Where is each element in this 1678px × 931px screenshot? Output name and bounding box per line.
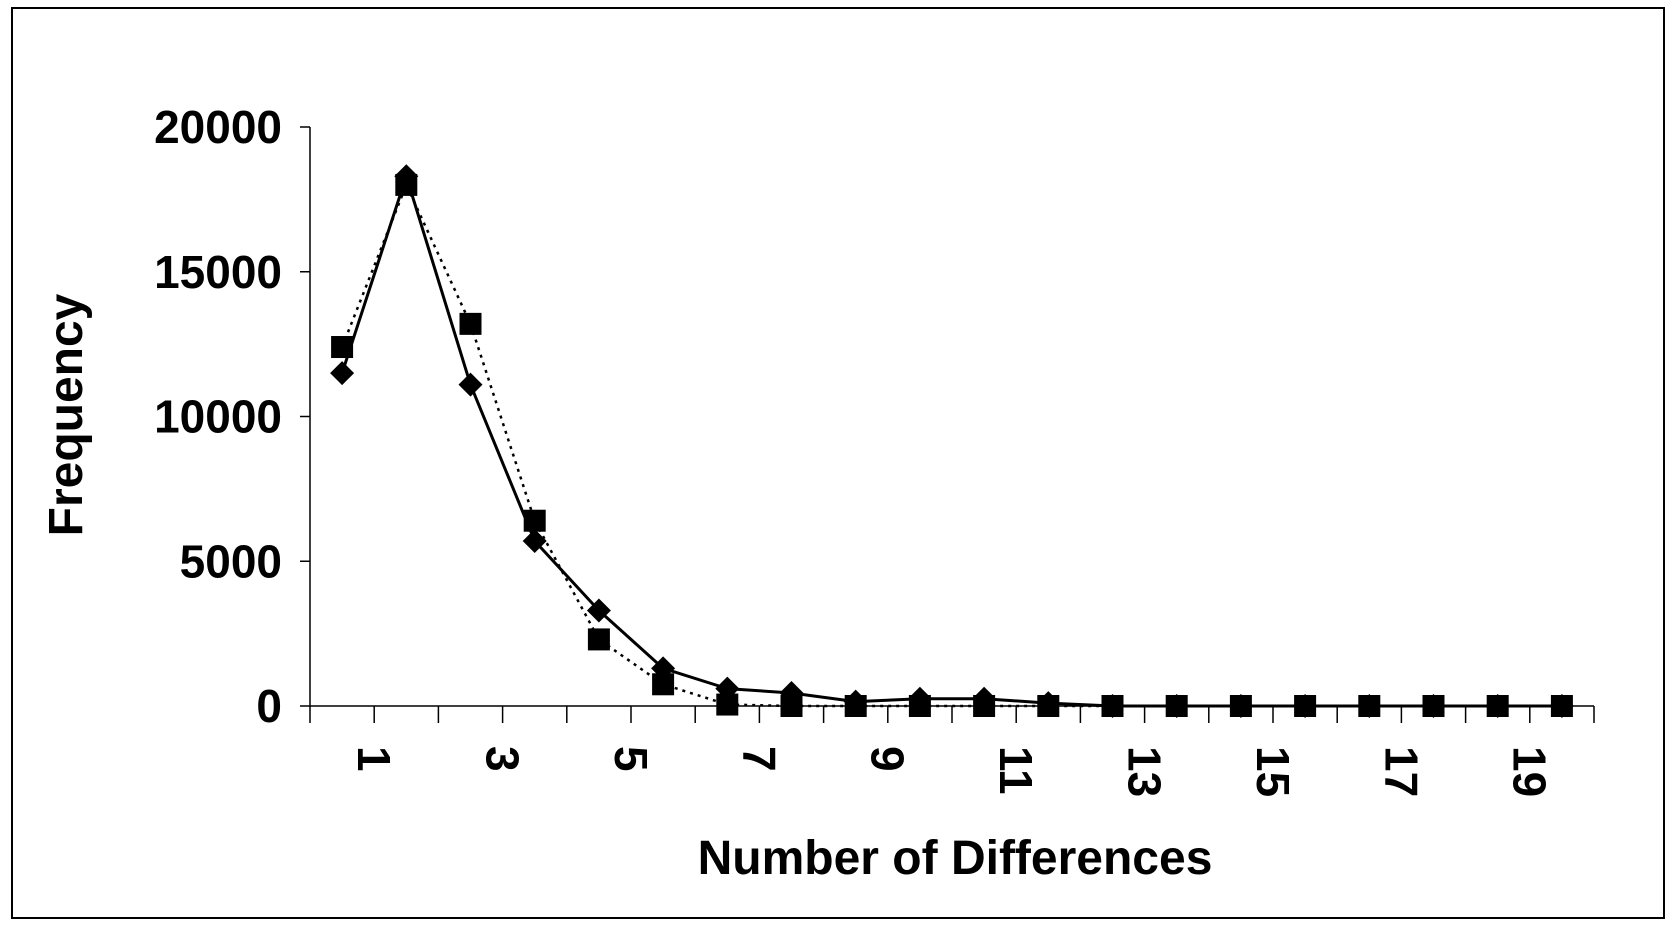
- series-2-square-marker: [1165, 695, 1188, 717]
- series-2-square-marker: [587, 628, 610, 651]
- series-2-square-marker: [1486, 695, 1509, 717]
- series-2-square-marker: [1422, 695, 1445, 717]
- series-2-square-marker: [908, 695, 931, 717]
- x-tick-label: 19: [1504, 746, 1556, 797]
- series-2-square-marker: [1358, 695, 1381, 717]
- x-axis-title: Number of Differences: [698, 832, 1213, 885]
- series-2-square-marker: [780, 695, 803, 717]
- series-2-square-marker: [973, 695, 996, 717]
- series-2-square-marker: [844, 695, 867, 717]
- series-1-diamond-marker: [330, 361, 355, 386]
- x-tick-label: 13: [1119, 746, 1171, 797]
- x-tick-label: 7: [733, 746, 785, 772]
- series-2-square-marker: [1101, 695, 1124, 717]
- series-2-square-marker: [523, 509, 546, 532]
- x-tick-label: 9: [862, 746, 914, 772]
- y-tick-label: 15000: [154, 246, 282, 298]
- y-axis-title: Frequency: [40, 293, 93, 536]
- axis-labels: Frequency Number of Differences: [40, 293, 1212, 885]
- x-tick-label: 17: [1375, 746, 1427, 797]
- series-2-square-marker: [1037, 695, 1060, 717]
- series-2-square-marker: [1229, 695, 1252, 717]
- y-tick-label: 10000: [154, 391, 282, 443]
- x-tick-label: 5: [605, 746, 657, 772]
- series-1-diamond-marker: [522, 528, 547, 553]
- series-1-diamond-marker: [458, 372, 483, 397]
- series-2-square-marker: [716, 693, 739, 716]
- series-2-square-marker: [331, 336, 354, 359]
- series-2-square-marker: [1550, 695, 1573, 717]
- series-2-square-marker: [459, 312, 482, 335]
- series-2-square-marker: [652, 673, 675, 696]
- series-2-square-marker: [395, 173, 418, 196]
- chart-border: [11, 7, 1665, 919]
- y-tick-label: 20000: [154, 101, 282, 153]
- x-tick-label: 15: [1247, 746, 1299, 797]
- x-tick-label: 1: [348, 746, 400, 772]
- x-tick-label: 3: [477, 746, 529, 772]
- series-markers: [330, 164, 1574, 718]
- y-tick-label: 0: [256, 680, 282, 732]
- y-tick-label: 5000: [180, 535, 282, 587]
- series-1-diamond-marker: [586, 598, 611, 623]
- series-2-square-marker: [1294, 695, 1317, 717]
- x-tick-label: 11: [990, 746, 1042, 795]
